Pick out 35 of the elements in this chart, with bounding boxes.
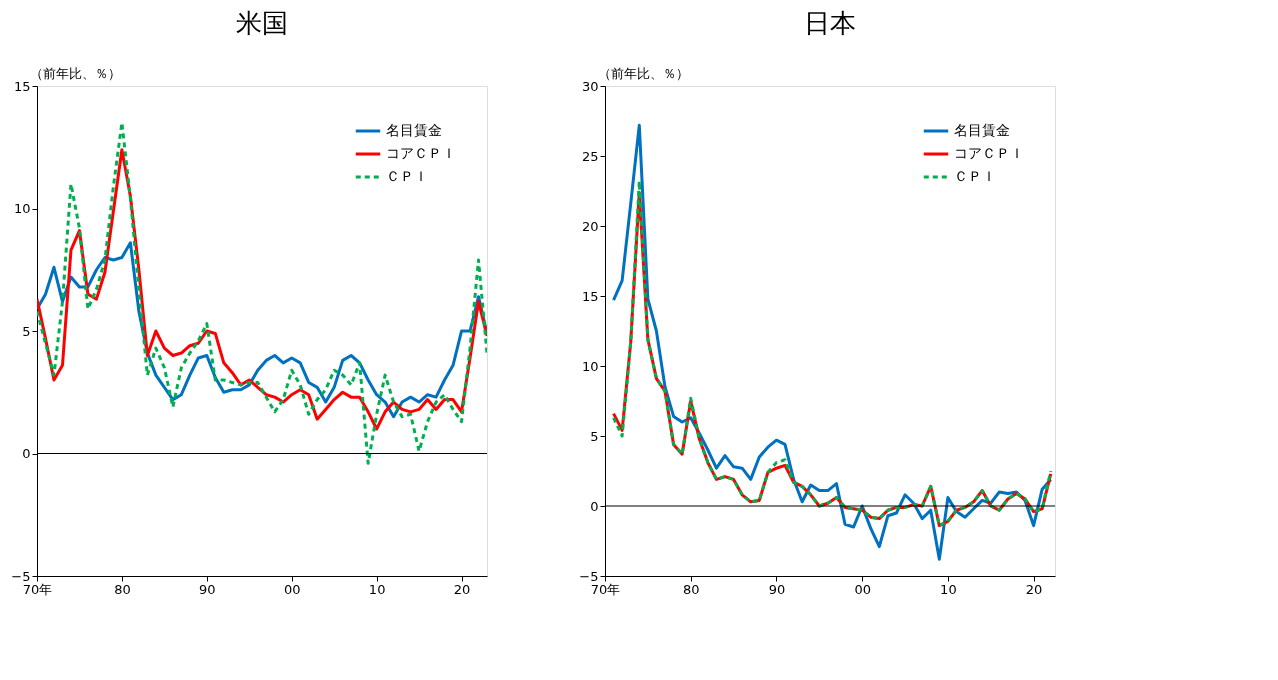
legend-label: ＣＰＩ [954, 168, 996, 184]
legend-label: ＣＰＩ [386, 168, 428, 184]
chart-title: 米国 [236, 8, 288, 38]
y-tick-label: 10 [581, 358, 599, 374]
y-tick-label: −5 [11, 568, 31, 584]
x-tick-label: 20 [453, 581, 471, 597]
x-tick-label: 20 [1025, 581, 1043, 597]
x-tick-label: 80 [114, 581, 131, 597]
legend-label: コアＣＰＩ [954, 145, 1024, 161]
y-tick-label: 0 [22, 446, 31, 461]
x-tick-label: 10 [940, 581, 957, 597]
y-tick-label: 5 [22, 323, 31, 339]
legend-label: コアＣＰＩ [386, 145, 456, 161]
y-tick-label: 30 [581, 78, 599, 94]
y-tick-label: 5 [590, 428, 599, 444]
y-tick-label: −5 [579, 568, 599, 584]
legend-label: 名目賃金 [954, 122, 1010, 138]
legend-label: 名目賃金 [386, 122, 442, 138]
y-tick-label: 10 [13, 201, 31, 216]
chart-title: 日本 [804, 8, 856, 38]
y-tick-label: 20 [581, 218, 599, 234]
x-tick-label: 80 [682, 581, 700, 597]
x-tick-label: 00 [283, 581, 301, 597]
y-tick-label: 15 [581, 288, 599, 304]
x-tick-label: 70年 [22, 581, 53, 597]
x-tick-label: 90 [768, 581, 786, 597]
x-tick-label: 90 [199, 581, 216, 597]
x-tick-label: 00 [854, 581, 871, 597]
y-tick-label: 25 [581, 148, 599, 164]
y-tick-label: 15 [13, 78, 31, 94]
x-tick-label: 10 [368, 581, 386, 597]
x-tick-label: 70年 [590, 581, 621, 597]
y-tick-label: 0 [590, 498, 599, 514]
y-axis-title: （前年比、％） [597, 65, 689, 81]
y-axis-title: （前年比、％） [29, 65, 121, 81]
